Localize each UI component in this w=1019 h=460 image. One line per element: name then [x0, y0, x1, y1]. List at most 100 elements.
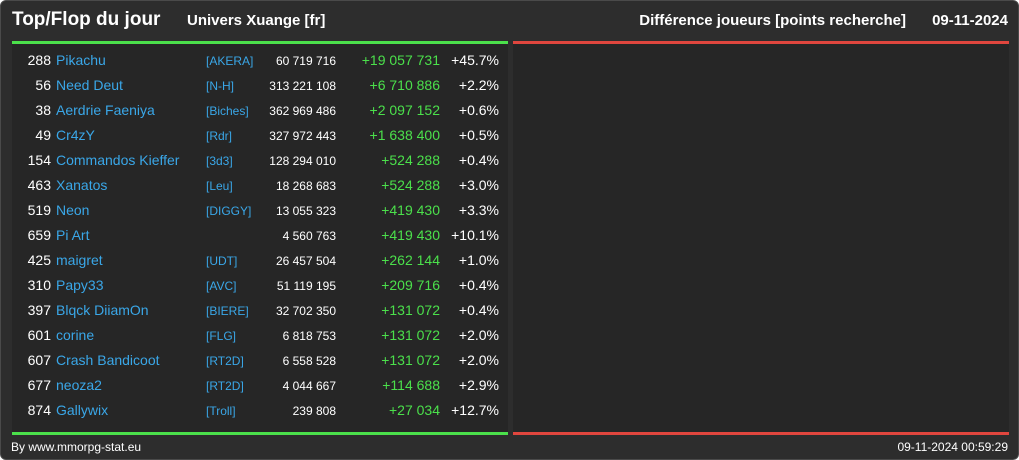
player-name-link[interactable]: Pi Art: [56, 227, 90, 243]
player-gain-percent: +3.0%: [458, 177, 499, 193]
player-name-link[interactable]: Gallywix: [56, 402, 109, 418]
player-rank: 56: [35, 77, 51, 93]
player-alliance-link[interactable]: [RT2D]: [206, 354, 244, 368]
player-gain-percent: +2.0%: [458, 352, 499, 368]
report-date: 09-11-2024: [932, 12, 1008, 29]
player-points: 51 119 195: [276, 279, 336, 293]
header: Top/Flop du jour Univers Xuange [fr] Dif…: [1, 1, 1018, 41]
player-row: 659 Pi Art 4 560 763 +419 430 +10.1%: [12, 223, 508, 248]
player-alliance-link[interactable]: [DIGGY]: [206, 204, 252, 218]
player-points: 4 044 667: [282, 379, 336, 393]
player-alliance-link[interactable]: [AKERA]: [206, 54, 254, 68]
player-points: 26 457 504: [275, 254, 336, 268]
player-gain-percent: +2.9%: [458, 377, 499, 393]
player-alliance-link[interactable]: [AVC]: [206, 279, 237, 293]
player-rank: 288: [27, 52, 51, 68]
player-alliance-link[interactable]: [UDT]: [206, 254, 238, 268]
player-gain: +524 288: [381, 152, 440, 168]
player-rank: 397: [27, 302, 51, 318]
player-points: 128 294 010: [269, 154, 336, 168]
player-name-link[interactable]: Blqck DiiamOn: [56, 302, 149, 318]
player-name-link[interactable]: Papy33: [56, 277, 104, 293]
player-gain: +6 710 886: [369, 77, 440, 93]
player-gain: +419 430: [381, 227, 440, 243]
player-points: 327 972 443: [269, 129, 336, 143]
player-gain-percent: +45.7%: [451, 52, 499, 68]
player-row: 38 Aerdrie Faeniya [Biches] 362 969 486 +2 0…: [12, 98, 508, 123]
player-gain: +131 072: [381, 327, 440, 343]
player-alliance-link[interactable]: [Leu]: [206, 179, 233, 193]
player-points: 362 969 486: [269, 104, 336, 118]
player-row: 49 Cr4zY [Rdr] 327 972 443 +1 638 400 +0.5%: [12, 123, 508, 148]
player-alliance-link[interactable]: [BIERE]: [206, 304, 249, 318]
player-alliance-link[interactable]: [N-H]: [206, 79, 234, 93]
player-points: 6 558 528: [282, 354, 336, 368]
player-alliance-link[interactable]: [FLG]: [206, 329, 237, 343]
player-name-link[interactable]: neoza2: [56, 377, 102, 393]
player-name-link[interactable]: maigret: [56, 252, 103, 268]
player-gain-percent: +12.7%: [451, 402, 499, 418]
player-alliance-link[interactable]: [Biches]: [206, 104, 249, 118]
player-name-link[interactable]: Crash Bandicoot: [56, 352, 160, 368]
player-alliance-link[interactable]: [Troll]: [206, 404, 236, 418]
player-gain-percent: +0.4%: [458, 277, 499, 293]
player-gain: +131 072: [381, 302, 440, 318]
player-points: 60 719 716: [275, 54, 336, 68]
player-name-link[interactable]: Cr4zY: [56, 127, 95, 143]
player-name-link[interactable]: Commandos Kieffer: [56, 152, 180, 168]
player-name-link[interactable]: Need Deut: [56, 77, 123, 93]
player-name-link[interactable]: corine: [56, 327, 95, 343]
page-title: Top/Flop du jour: [12, 9, 161, 30]
player-rank: 601: [27, 327, 51, 343]
player-row: 310 Papy33 [AVC] 51 119 195 +209 716 +0.4%: [12, 273, 508, 298]
player-rank: 425: [27, 252, 51, 268]
player-name-link[interactable]: Pikachu: [56, 52, 106, 68]
player-row: 288 Pikachu [AKERA] 60 719 716 +19 057 731 +4…: [12, 48, 508, 73]
player-alliance-link[interactable]: [RT2D]: [206, 379, 244, 393]
player-rank: 49: [35, 127, 51, 143]
player-name-link[interactable]: Neon: [56, 202, 90, 218]
player-row: 425 maigret [UDT] 26 457 504 +262 144 +1.0%: [12, 248, 508, 273]
player-gain: +131 072: [381, 352, 440, 368]
player-gain: +1 638 400: [369, 127, 440, 143]
player-name-link[interactable]: Aerdrie Faeniya: [56, 102, 155, 118]
flop-divider-bottom: [513, 432, 1009, 435]
player-gain-percent: +0.4%: [458, 152, 499, 168]
player-gain-percent: +0.5%: [458, 127, 499, 143]
generated-timestamp: 09-11-2024 00:59:29: [897, 440, 1008, 454]
player-alliance-link[interactable]: [3d3]: [206, 154, 233, 168]
player-rank: 463: [27, 177, 51, 193]
player-rank: 38: [35, 102, 51, 118]
player-alliance-link[interactable]: [Rdr]: [206, 129, 233, 143]
player-row: 519 Neon [DIGGY] 13 055 323 +419 430 +3.3%: [12, 198, 508, 223]
player-points: 6 818 753: [282, 329, 336, 343]
player-rank: 154: [27, 152, 51, 168]
player-rank: 607: [27, 352, 51, 368]
player-row: 874 Gallywix [Troll] 239 808 +27 034 +12.7%: [12, 398, 508, 423]
player-row: 463 Xanatos [Leu] 18 268 683 +524 288 +3.0%: [12, 173, 508, 198]
universe-label: Univers Xuange [fr]: [187, 12, 326, 29]
player-gain-percent: +1.0%: [458, 252, 499, 268]
player-gain: +419 430: [381, 202, 440, 218]
flop-divider-top: [513, 41, 1009, 44]
player-gain: +114 688: [382, 377, 440, 393]
player-gain: +27 034: [389, 402, 440, 418]
player-rank: 874: [27, 402, 51, 418]
player-row: 154 Commandos Kieffer [3d3] 128 294 010 +524…: [12, 148, 508, 173]
top-players-list: 288 Pikachu [AKERA] 60 719 716 +19 057 731 +4…: [12, 48, 508, 423]
player-rank: 659: [27, 227, 51, 243]
player-name-link[interactable]: Xanatos: [56, 177, 108, 193]
difference-label: Différence joueurs [points recherche]: [639, 12, 906, 29]
player-row: 607 Crash Bandicoot [RT2D] 6 558 528 +131 07…: [12, 348, 508, 373]
player-row: 677 neoza2 [RT2D] 4 044 667 +114 688 +2.9%: [12, 373, 508, 398]
player-gain: +524 288: [381, 177, 440, 193]
player-points: 4 560 763: [282, 229, 336, 243]
player-rank: 519: [27, 202, 51, 218]
top-players-panel: 288 Pikachu [AKERA] 60 719 716 +19 057 731 +4…: [12, 44, 508, 432]
player-rank: 310: [27, 277, 51, 293]
player-row: 56 Need Deut [N-H] 313 221 108 +6 710 886 +2.…: [12, 73, 508, 98]
player-points: 313 221 108: [269, 79, 336, 93]
player-points: 18 268 683: [275, 179, 336, 193]
player-gain: +262 144: [381, 252, 440, 268]
